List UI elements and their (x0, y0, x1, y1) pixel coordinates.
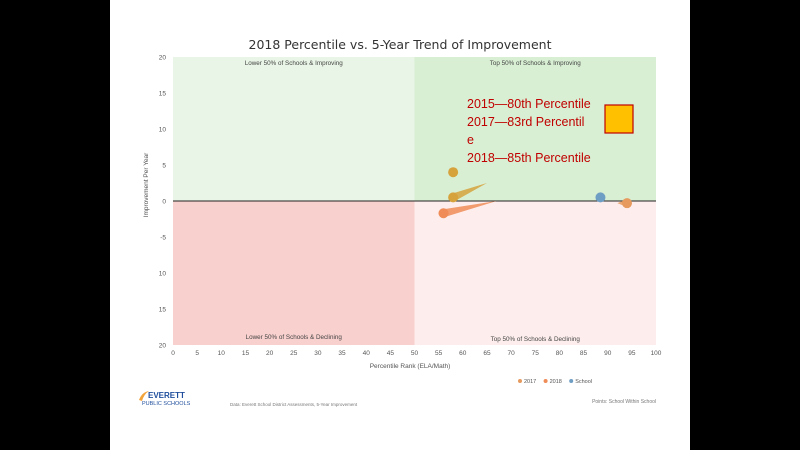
x-tick-label: 15 (242, 350, 250, 357)
x-tick-label: 80 (556, 350, 564, 357)
footer-right-text: Points: School Within School (592, 399, 656, 405)
quadrant-3 (173, 201, 415, 345)
y-tick-label: 15 (159, 91, 167, 98)
x-tick-label: 10 (218, 350, 226, 357)
x-tick-label: 25 (290, 350, 298, 357)
y-tick-label: 10 (159, 271, 167, 278)
quadrant-label-3: Lower 50% of Schools & Declining (246, 334, 343, 341)
data-points (438, 167, 633, 219)
quadrant-1 (173, 57, 415, 201)
x-tick-label: 0 (171, 350, 175, 357)
quadrant-label-4: Top 50% of Schools & Declining (491, 336, 581, 343)
district-logo: EVERETT PUBLIC SCHOOLS (139, 391, 191, 408)
y-axis-label: Improvement Per Year (143, 152, 150, 218)
y-tick-label: -5 (160, 235, 166, 242)
y-tick-label: 15 (159, 307, 167, 314)
legend-swatch (543, 379, 548, 383)
annotation-marker-square (604, 104, 634, 134)
x-tick-label: 100 (651, 350, 662, 357)
annotation-callout: 2015—80th Percentile 2017—83rd Percentil… (467, 97, 634, 165)
annotation-line-3: e (467, 133, 474, 147)
x-tick-label: 65 (483, 350, 491, 357)
logo-bottom-text: PUBLIC SCHOOLS (142, 401, 191, 407)
x-tick-label: 85 (580, 350, 588, 357)
x-tick-label: 5 (195, 350, 199, 357)
legend-label: 2018 (550, 379, 562, 385)
x-tick-label: 60 (459, 350, 467, 357)
x-tick-label: 20 (266, 350, 274, 357)
trend-point (448, 192, 459, 203)
chart: 2018 Percentile vs. 5-Year Trend of Impr… (143, 37, 662, 407)
quadrant-label-2: Top 50% of Schools & Improving (490, 60, 582, 67)
x-tick-label: 90 (604, 350, 612, 357)
legend-label: School (575, 379, 592, 385)
logo-swoosh-icon (139, 391, 149, 401)
x-tick-label: 30 (314, 350, 322, 357)
trend-wedge (442, 201, 497, 218)
legend: 2017 2018 School (518, 379, 592, 385)
series-point-school (595, 192, 606, 203)
x-tick-label: 35 (338, 350, 346, 357)
series-point-2017 (622, 198, 633, 209)
y-tick-labels: 20 15 10 5 0 -5 10 15 20 (159, 55, 167, 350)
annotation-line-4: 2018—85th Percentile (467, 151, 591, 165)
x-tick-label: 40 (363, 350, 371, 357)
y-tick-label: 20 (159, 55, 167, 62)
x-tick-labels: 0 5 10 15 20 25 30 35 40 45 50 55 60 65 70 75 80 85 90 95 10… (171, 350, 662, 357)
annotation-line-2: 2017—83rd Percentil (467, 115, 584, 129)
slide: 2018 Percentile vs. 5-Year Trend of Impr… (110, 0, 690, 450)
y-tick-label: 10 (159, 127, 167, 134)
legend-swatch (569, 379, 574, 383)
series-point-2018 (438, 208, 449, 219)
quadrant-4 (414, 201, 656, 345)
x-tick-label: 70 (507, 350, 515, 357)
annotation-line-1: 2015—80th Percentile (467, 97, 591, 111)
quadrant-labels: Lower 50% of Schools & Improving Top 50% … (245, 60, 582, 343)
x-tick-label: 55 (435, 350, 443, 357)
x-tick-label: 75 (532, 350, 540, 357)
trend-point (448, 167, 459, 178)
y-tick-label: 5 (162, 163, 166, 170)
y-tick-label: 0 (162, 199, 166, 206)
x-tick-label: 50 (411, 350, 419, 357)
chart-title: 2018 Percentile vs. 5-Year Trend of Impr… (249, 37, 552, 52)
quadrant-label-1: Lower 50% of Schools & Improving (245, 60, 343, 67)
footer-source-text: Data: Everett School District Assessment… (230, 402, 358, 407)
legend-swatch (518, 379, 522, 383)
x-tick-label: 95 (628, 350, 636, 357)
x-tick-label: 45 (387, 350, 395, 357)
trend-wedge (451, 183, 487, 202)
logo-top-text: EVERETT (148, 391, 185, 400)
x-axis-label: Percentile Rank (ELA/Math) (370, 363, 451, 370)
legend-label: 2017 (524, 379, 536, 385)
y-tick-label: 20 (159, 343, 167, 350)
